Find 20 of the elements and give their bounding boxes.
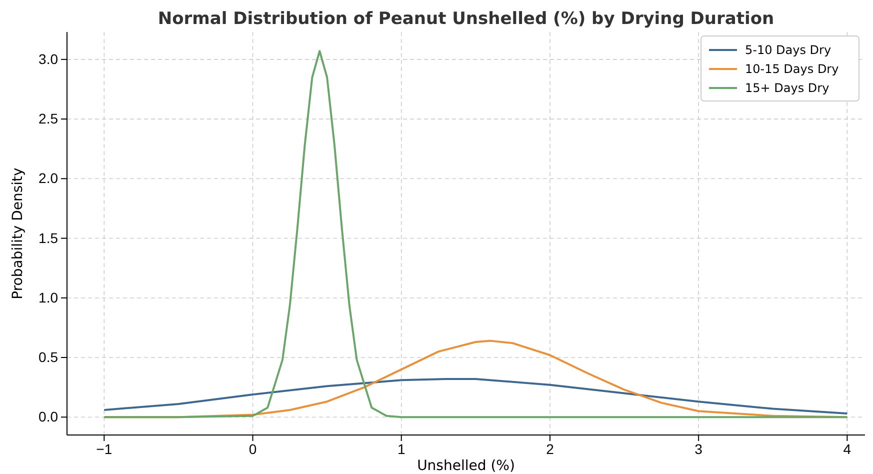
- y-tick-label: 1.5: [38, 230, 58, 246]
- x-tick-label: −1: [96, 440, 112, 457]
- legend-label: 10-15 Days Dry: [745, 62, 839, 76]
- x-axis-title: Unshelled (%): [417, 458, 515, 474]
- x-tick-label: 0: [248, 440, 257, 457]
- y-tick-label: 0.0: [38, 408, 58, 425]
- x-tick-label: 3: [694, 440, 703, 457]
- x-tick-label: 4: [843, 440, 852, 457]
- x-tick-label: 2: [546, 440, 554, 457]
- legend-label: 15+ Days Dry: [745, 81, 830, 95]
- x-tick-label: 1: [397, 440, 406, 457]
- y-tick-label: 1.0: [38, 289, 58, 306]
- line-series: [103, 378, 848, 415]
- y-axis-title: Probability Density: [10, 168, 26, 300]
- y-tick-label: 2.0: [38, 170, 58, 186]
- legend-label: 5-10 Days Dry: [745, 43, 832, 57]
- chart-title: Normal Distribution of Peanut Unshelled (%) by Drying Duration: [158, 9, 774, 29]
- y-tick-label: 0.5: [38, 348, 58, 365]
- y-tick-label: 3.0: [38, 50, 58, 67]
- y-tick-label: 2.5: [38, 110, 58, 127]
